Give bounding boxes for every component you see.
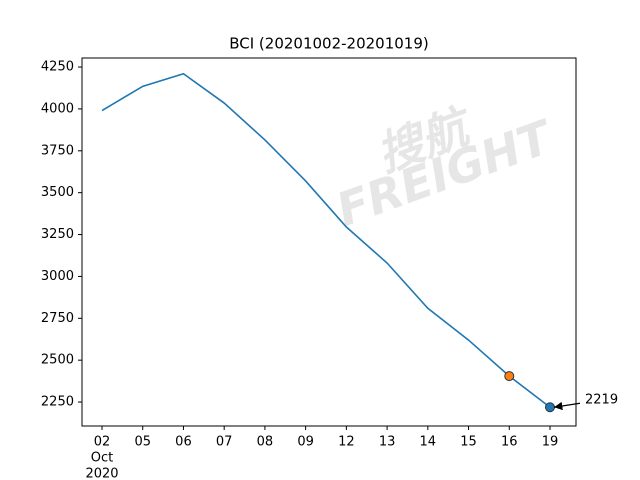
- x-tick-label: 12: [338, 435, 355, 450]
- x-tick-label: 15: [460, 435, 477, 450]
- highlight-point: [504, 371, 515, 382]
- x-tick-label: 08: [257, 435, 274, 450]
- x-tick-label: 19: [542, 435, 559, 450]
- y-tick-label: 3750: [41, 143, 74, 158]
- value-label: 2219: [585, 393, 618, 408]
- x-tick-label: 16: [501, 435, 518, 450]
- x-tick-label: 02: [94, 435, 111, 450]
- y-tick-label: 3500: [41, 185, 74, 200]
- x-tick-label: 14: [420, 435, 437, 450]
- x-tick-label: 09: [297, 435, 314, 450]
- x-month-label: Oct: [91, 451, 113, 466]
- line: [101, 72, 551, 408]
- y-tick-label: 2500: [41, 353, 74, 368]
- x-tick-label: 05: [134, 435, 151, 450]
- x-year-label: 2020: [85, 467, 118, 480]
- y-tick-label: 3250: [41, 227, 74, 242]
- plot-frame: [81, 57, 577, 427]
- y-tick-label: 2250: [41, 395, 74, 410]
- y-tick-label: 4000: [41, 101, 74, 116]
- y-tick-label: 3000: [41, 269, 74, 284]
- highlight-point: [545, 402, 555, 413]
- y-tick-label: 4250: [41, 60, 74, 75]
- chart-title: BCI (20201002-20201019): [229, 35, 429, 53]
- x-tick-label: 06: [175, 435, 192, 450]
- y-tick-label: 2750: [41, 311, 74, 326]
- x-tick-label: 07: [216, 435, 233, 450]
- x-tick-label: 13: [379, 435, 396, 450]
- annotation-arrow: [553, 401, 581, 411]
